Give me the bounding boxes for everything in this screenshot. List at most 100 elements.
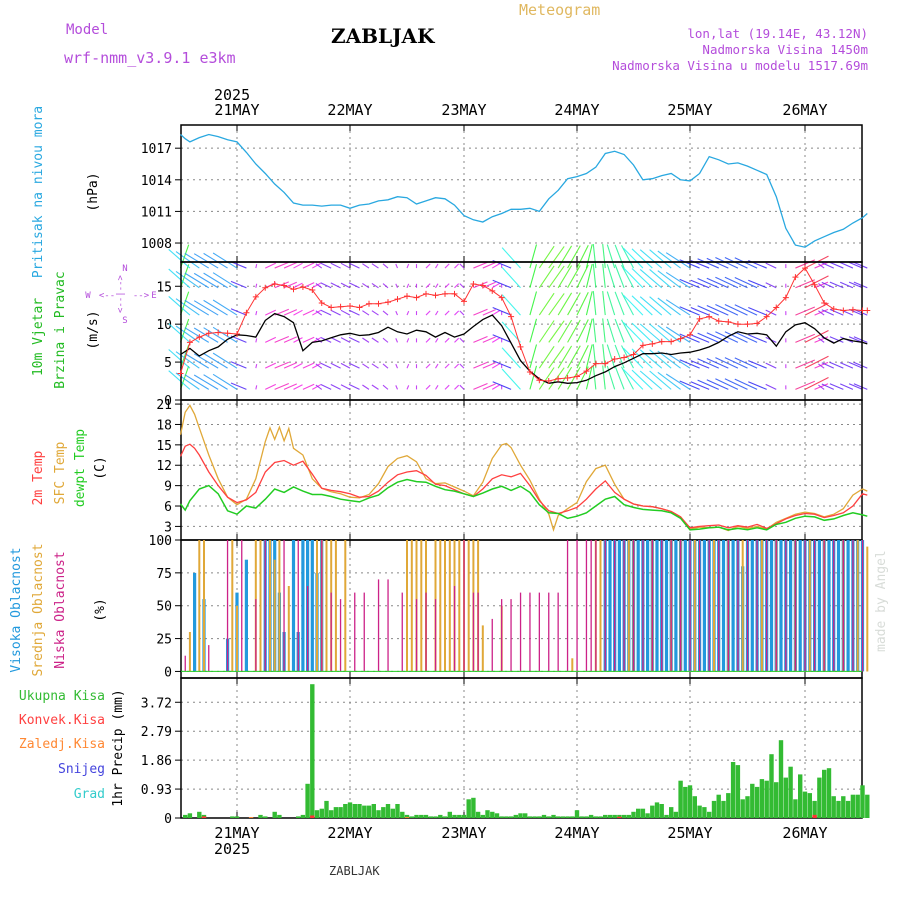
wind-barb bbox=[624, 323, 643, 343]
wind-barb bbox=[321, 363, 332, 368]
cloud-high-bar bbox=[311, 540, 314, 671]
wind-barb bbox=[426, 364, 430, 368]
cloud-low-bar bbox=[425, 593, 426, 672]
cloud-low-bar bbox=[558, 593, 559, 672]
cloud-low-bar bbox=[795, 540, 796, 671]
wind-barb bbox=[407, 284, 409, 288]
temp-side-label: 2m Temp SFC Temp dewpt Temp (C) bbox=[31, 429, 108, 507]
cloud-low-bar bbox=[454, 586, 455, 671]
cloud-low-bar bbox=[699, 540, 700, 671]
cloud-mid-bar bbox=[344, 540, 346, 671]
cloud-low-bar bbox=[529, 593, 530, 672]
wind-barb bbox=[539, 346, 554, 368]
precip-total-bar bbox=[561, 816, 565, 818]
y-tick-label: 18 bbox=[156, 418, 172, 433]
precip-total-bar bbox=[846, 801, 850, 818]
cloud-label-high: Visoka Oblacnost bbox=[9, 547, 24, 672]
wind-direction-marker bbox=[376, 301, 382, 307]
precip-total-bar bbox=[784, 778, 788, 818]
wind-direction-marker bbox=[423, 291, 429, 297]
y-tick-label: 15 bbox=[156, 280, 172, 295]
cloud-low-bar bbox=[576, 540, 577, 671]
precip-total-bar bbox=[542, 815, 546, 818]
precip-total-bar bbox=[547, 816, 551, 818]
wind-barb bbox=[624, 295, 643, 315]
precip-total-bar bbox=[841, 796, 845, 818]
wind-barb bbox=[815, 262, 828, 268]
cloud-low-bar bbox=[766, 540, 767, 671]
wind-barb bbox=[372, 264, 379, 268]
pressure-line bbox=[181, 135, 868, 248]
cloud-low-bar bbox=[709, 540, 710, 671]
cloud-low-bar bbox=[633, 540, 634, 671]
wind-barb bbox=[331, 310, 341, 315]
cloud-mid-bar bbox=[406, 540, 408, 671]
temp-2m-line bbox=[181, 444, 868, 528]
wind-direction-marker bbox=[821, 300, 827, 306]
wind-direction-marker bbox=[716, 318, 722, 324]
precip-total-bar bbox=[500, 816, 504, 818]
precip-total-bar bbox=[320, 809, 324, 818]
cloud-mid-bar bbox=[444, 540, 446, 671]
precip-total-bar bbox=[462, 815, 466, 818]
wind-barb bbox=[396, 385, 398, 389]
wind-barb bbox=[349, 384, 360, 389]
wind-barb bbox=[265, 363, 276, 368]
cloud-high-bar bbox=[608, 540, 611, 671]
station-title: ZABLJAK bbox=[331, 24, 435, 48]
precip-total-bar bbox=[608, 815, 612, 818]
wind-barb bbox=[303, 310, 314, 315]
wind-barb bbox=[624, 248, 643, 268]
precip-total-bar bbox=[774, 782, 778, 818]
wind-barb bbox=[455, 338, 459, 342]
y-tick-label: 15 bbox=[156, 439, 172, 454]
cloud-mid-bar bbox=[857, 540, 859, 671]
wind-barb bbox=[691, 280, 709, 288]
cloud-low-bar bbox=[586, 540, 587, 671]
wind-barb bbox=[213, 353, 237, 368]
wind-barb bbox=[383, 311, 388, 315]
wind-barb bbox=[321, 310, 332, 315]
cloud-low-bar bbox=[331, 593, 332, 672]
wind-barb bbox=[492, 385, 499, 389]
cloud-mid-bar bbox=[713, 540, 715, 671]
wind-barb bbox=[698, 333, 719, 342]
wind-barb bbox=[303, 363, 314, 368]
wind-barb bbox=[436, 264, 439, 268]
wind-barb bbox=[530, 345, 537, 369]
wind-barb bbox=[436, 385, 439, 389]
precip-total-bar bbox=[721, 801, 725, 818]
temp-label-dewpt: dewpt Temp bbox=[73, 429, 88, 507]
precip-total-bar bbox=[338, 807, 342, 818]
precip-total-bar bbox=[514, 815, 518, 818]
cloud-low-bar bbox=[283, 540, 284, 671]
wind-direction-marker bbox=[659, 339, 665, 345]
precip-total-bar bbox=[627, 815, 631, 818]
precip-total-bar bbox=[631, 812, 635, 818]
wind-barb bbox=[426, 385, 430, 389]
wind-barb bbox=[725, 258, 748, 269]
precip-label-total: Ukupna Kisa bbox=[19, 689, 105, 704]
wind-barb bbox=[426, 284, 430, 288]
precip-total-bar bbox=[485, 810, 489, 818]
wind-barb bbox=[492, 338, 499, 342]
wind-barb bbox=[707, 306, 729, 316]
cloud-mid-bar bbox=[458, 540, 460, 671]
cloud-low-bar bbox=[402, 593, 403, 672]
cloud-low-bar bbox=[785, 540, 786, 671]
precip-total-bar bbox=[532, 816, 536, 818]
precip-total-bar bbox=[235, 816, 239, 818]
wind-barb bbox=[372, 364, 379, 368]
wind-barb bbox=[707, 380, 729, 390]
cloud-high-bar bbox=[646, 540, 649, 671]
wind-barb bbox=[445, 338, 449, 342]
wind-barb bbox=[530, 366, 537, 390]
wind-barb bbox=[303, 263, 314, 268]
cloud-low-bar bbox=[321, 540, 322, 671]
precip-total-bar bbox=[528, 816, 532, 818]
panel-frame bbox=[181, 125, 862, 262]
precip-total-bar bbox=[443, 816, 447, 818]
precip-total-bar bbox=[788, 767, 792, 818]
